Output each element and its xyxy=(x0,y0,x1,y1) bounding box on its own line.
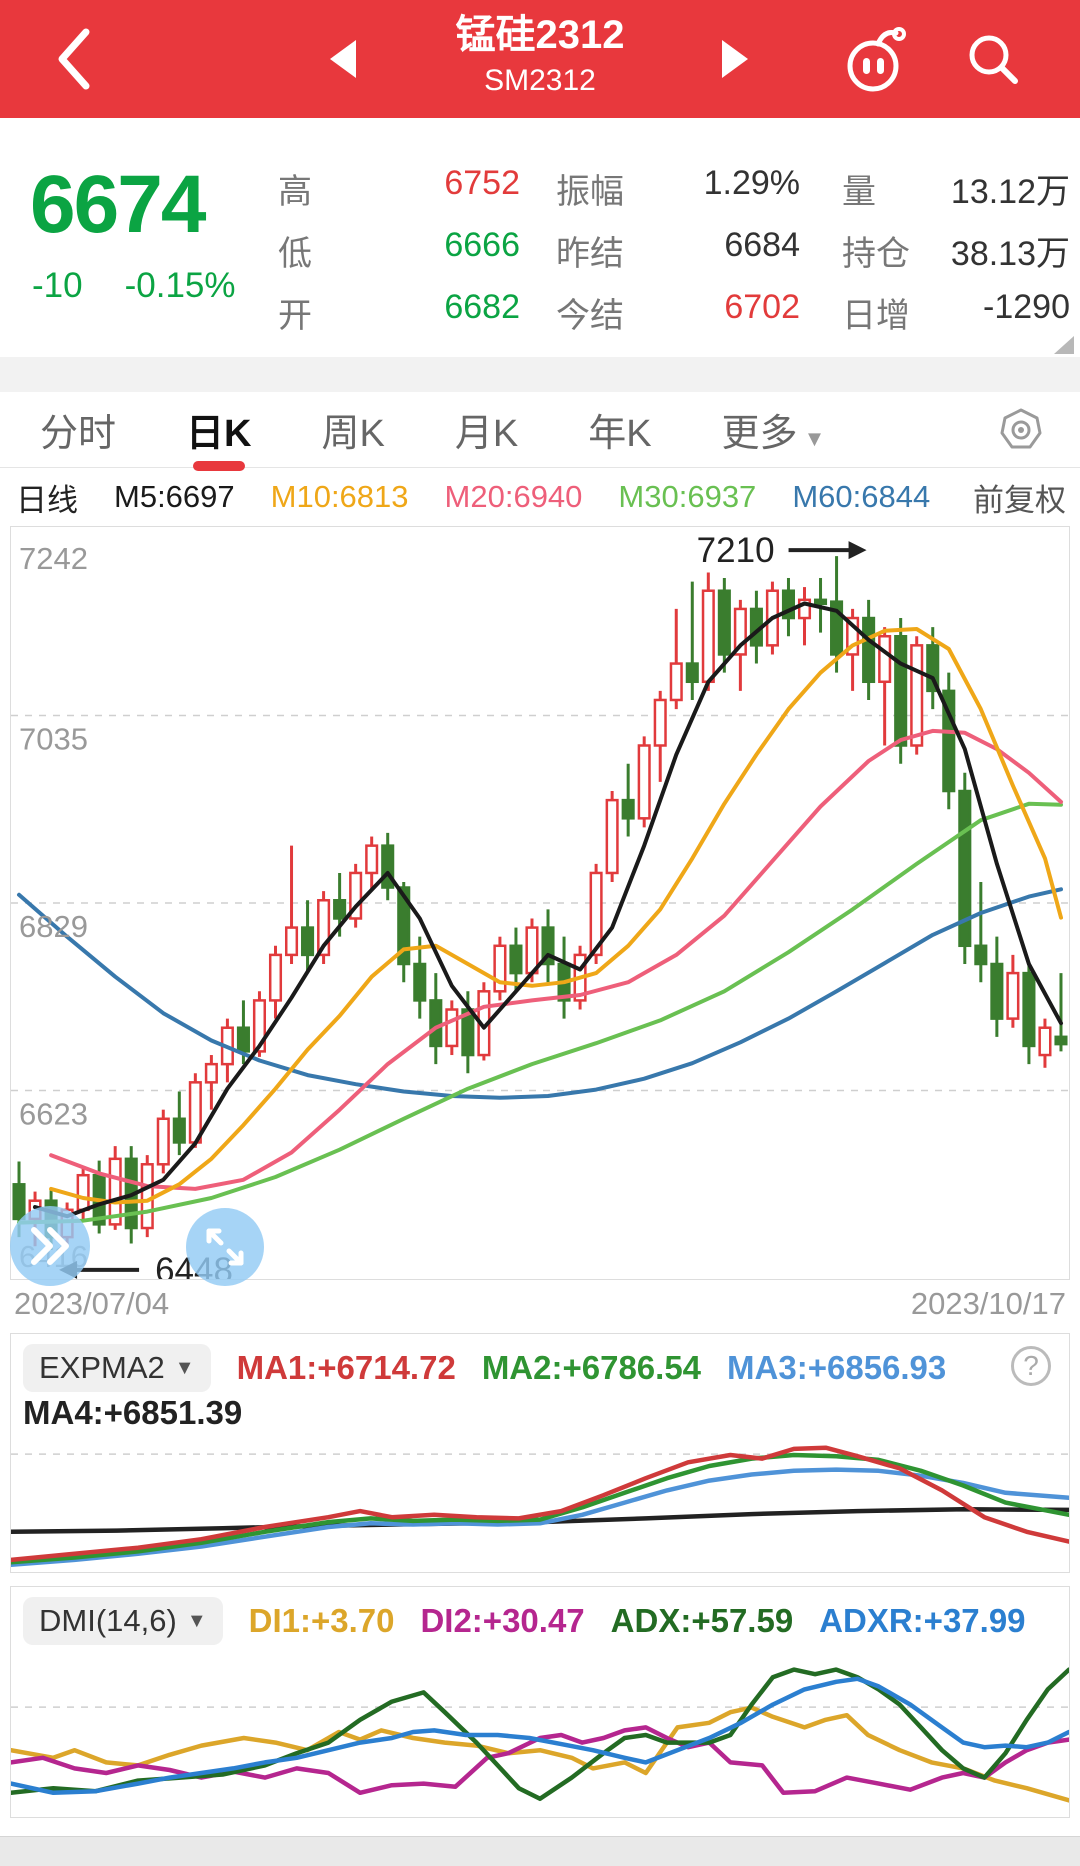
quote-value: 13.12万 xyxy=(950,173,1070,211)
expma-value: MA3:+6856.93 xyxy=(727,1349,947,1386)
price-change-row: -10 -0.15% xyxy=(32,266,236,306)
kline-svg: 7242703568296623641672106448 xyxy=(11,531,1069,1290)
expma-value: MA2:+6786.54 xyxy=(481,1349,702,1386)
price-change-pct: -0.15% xyxy=(124,266,236,305)
date-end: 2023/10/17 xyxy=(910,1286,1066,1321)
svg-text:7210: 7210 xyxy=(697,531,775,570)
footer-bar xyxy=(0,1836,1080,1866)
dmi-value: ADXR:+37.99 xyxy=(819,1602,1026,1639)
date-axis: 2023/07/04 2023/10/17 xyxy=(0,1286,1080,1326)
tab-yearly-k[interactable]: 年K xyxy=(588,413,652,455)
ma-info-item: M10:6813 xyxy=(270,479,409,514)
quote-label: 振幅 xyxy=(556,173,624,211)
page-title: 锰硅2312 xyxy=(455,13,625,57)
dmi-value: DI2:+30.47 xyxy=(420,1602,585,1639)
ma-info-item: M20:6940 xyxy=(444,479,583,514)
date-start: 2023/07/04 xyxy=(14,1286,170,1321)
fast-forward-button[interactable] xyxy=(10,1206,90,1286)
expand-chart-button[interactable] xyxy=(186,1208,264,1286)
svg-text:7242: 7242 xyxy=(19,541,88,576)
tab-more-label: 更多 xyxy=(721,413,798,455)
ma-info-item: M5:6697 xyxy=(114,479,235,514)
dmi-selector-button[interactable]: DMI(14,6) ▼ xyxy=(23,1597,223,1645)
period-tab-bar: 分时 日K 周K 月K 年K 更多 ▼ xyxy=(0,392,1080,468)
tab-daily-k[interactable]: 日K xyxy=(186,402,251,457)
chevron-down-icon: ▼ xyxy=(174,1356,195,1379)
last-price: 6674 xyxy=(30,159,206,250)
chevron-down-icon: ▼ xyxy=(186,1609,207,1632)
dmi-line-chart[interactable] xyxy=(11,1653,1069,1817)
expma-value: MA1:+6714.72 xyxy=(236,1349,456,1386)
expma-header: EXPMA2 ▼ MA1:+6714.72 MA2:+6786.54 MA3:+6… xyxy=(11,1334,1069,1392)
title-block: 锰硅2312 SM2312 xyxy=(390,10,690,102)
svg-text:6829: 6829 xyxy=(19,909,88,944)
price-change: -10 xyxy=(32,266,83,305)
expand-arrows-icon xyxy=(206,1228,244,1266)
chart-period-label: 日线 xyxy=(16,482,78,518)
quote-value: 6682 xyxy=(444,288,520,326)
tab-more[interactable]: 更多 ▼ xyxy=(722,402,826,457)
quote-value: 6684 xyxy=(724,226,800,264)
svg-text:7035: 7035 xyxy=(19,721,88,756)
quote-value: -1290 xyxy=(983,288,1070,326)
separator xyxy=(0,357,1080,392)
prev-contract-icon[interactable] xyxy=(330,40,356,78)
expma-selector-button[interactable]: EXPMA2 ▼ xyxy=(23,1344,211,1392)
tab-monthly-k[interactable]: 月K xyxy=(454,413,519,455)
contract-code: SM2312 xyxy=(484,64,596,97)
header: 锰硅2312 SM2312 xyxy=(0,0,1080,118)
robot-assistant-icon[interactable] xyxy=(840,24,912,99)
quote-label: 量 xyxy=(842,173,876,211)
next-contract-icon[interactable] xyxy=(722,40,748,78)
quote-value: 6666 xyxy=(444,226,520,264)
tab-weekly-k[interactable]: 周K xyxy=(321,413,385,455)
quote-label: 持仓 xyxy=(842,235,910,273)
dmi-value: ADX:+57.59 xyxy=(610,1602,794,1639)
expma-line-chart[interactable] xyxy=(11,1438,1069,1572)
dmi-header: DMI(14,6) ▼ DI1:+3.70 DI2:+30.47 ADX:+57.… xyxy=(11,1587,1069,1645)
dmi-selector-label: DMI(14,6) xyxy=(39,1603,177,1638)
quote-label: 开 xyxy=(278,297,312,335)
double-chevron-right-icon xyxy=(31,1227,69,1265)
quote-row: 开 6682 今结 6702 日增 -1290 xyxy=(0,288,1080,335)
tab-fenshi[interactable]: 分时 xyxy=(40,413,117,455)
expma-selector-label: EXPMA2 xyxy=(39,1350,165,1385)
expma-value: MA4:+6851.39 xyxy=(23,1394,243,1431)
quote-value: 6752 xyxy=(444,164,520,202)
ma-info-item: M30:6937 xyxy=(618,479,757,514)
quote-label: 低 xyxy=(278,235,312,273)
chart-settings-icon[interactable] xyxy=(998,406,1044,457)
quote-value: 38.13万 xyxy=(950,235,1070,273)
expma-panel: EXPMA2 ▼ MA1:+6714.72 MA2:+6786.54 MA3:+6… xyxy=(10,1333,1070,1573)
ma-info-item: M60:6844 xyxy=(792,479,931,514)
quote-panel: 6674 -10 -0.15% 高 6752 振幅 1.29% 量 13.12万… xyxy=(0,118,1080,357)
quote-value: 1.29% xyxy=(703,164,800,202)
quote-row: 低 6666 昨结 6684 持仓 38.13万 xyxy=(0,226,1080,273)
back-chevron-icon xyxy=(58,28,90,90)
back-button[interactable] xyxy=(40,22,110,96)
help-icon[interactable]: ? xyxy=(1011,1346,1051,1386)
quote-value: 6702 xyxy=(724,288,800,326)
quote-label: 昨结 xyxy=(556,235,624,273)
expma-value-row2: MA4:+6851.39 xyxy=(11,1392,1069,1432)
expand-quote-icon[interactable] xyxy=(1054,336,1074,354)
quote-label: 今结 xyxy=(556,297,624,335)
dmi-panel: DMI(14,6) ▼ DI1:+3.70 DI2:+30.47 ADX:+57.… xyxy=(10,1586,1070,1818)
dmi-value: DI1:+3.70 xyxy=(248,1602,395,1639)
quote-row: 高 6752 振幅 1.29% 量 13.12万 xyxy=(0,164,1080,211)
search-icon[interactable] xyxy=(962,28,1026,97)
quote-label: 高 xyxy=(278,173,312,211)
quote-label: 日增 xyxy=(842,297,910,335)
ma-info-row: 日线 M5:6697 M10:6813 M20:6940 M30:6937 M6… xyxy=(0,472,1080,522)
svg-text:6623: 6623 xyxy=(19,1097,88,1132)
chevron-down-icon: ▼ xyxy=(803,426,826,451)
main-kline-chart[interactable]: 7242703568296623641672106448 xyxy=(10,526,1070,1290)
adjust-mode-button[interactable]: 前复权 xyxy=(973,482,1066,518)
